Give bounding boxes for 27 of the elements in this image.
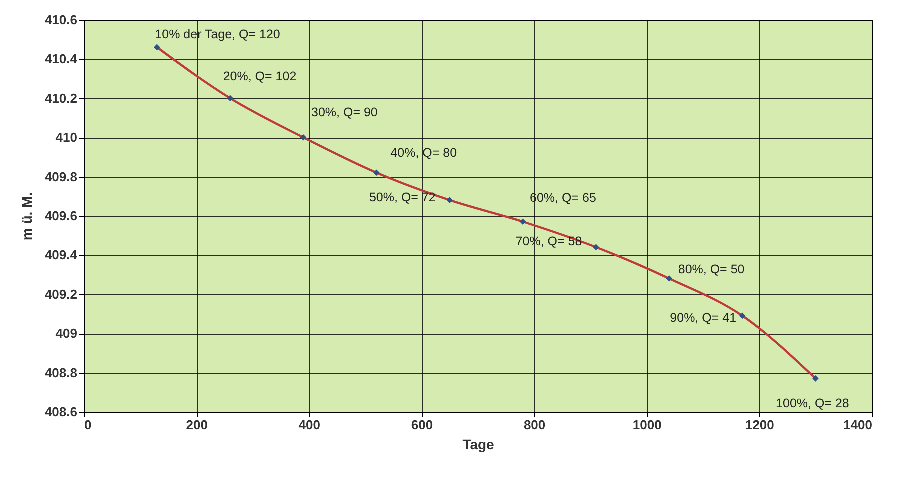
x-tick-label: 200	[186, 418, 208, 432]
x-tick-label: 1400	[844, 418, 872, 432]
y-tick-label: 409.4	[44, 248, 78, 263]
x-axis-title: Tage	[462, 436, 495, 452]
y-tick-label: 409.2	[44, 286, 78, 302]
x-tick-label: 800	[524, 418, 546, 432]
y-tick-label: 408.8	[44, 365, 78, 380]
x-tick-label: 1200	[745, 418, 774, 432]
y-tick-label: 410.6	[44, 12, 78, 28]
annotation: 90%, Q= 41	[670, 310, 737, 325]
y-tick-label: 409.6	[44, 208, 78, 224]
y-tick-label: 409.8	[44, 169, 78, 184]
x-tick-label: 1000	[632, 418, 662, 432]
annotation: 20%, Q= 102	[223, 69, 297, 84]
annotation: 40%, Q= 80	[390, 146, 458, 160]
y-tick-label: 410.4	[44, 52, 78, 67]
y-tick-label: 409	[56, 326, 78, 342]
y-tick-label: 408.6	[44, 404, 78, 420]
annotation: 30%, Q= 90	[312, 106, 378, 120]
annotation: 100%, Q= 28	[776, 396, 850, 411]
x-tick-label: 0	[84, 418, 92, 432]
y-tick-label: 410.2	[44, 90, 78, 106]
x-tick-label: 600	[411, 418, 434, 432]
annotation: 80%, Q= 50	[678, 262, 745, 277]
y-axis-title: m ü. M.	[18, 192, 35, 241]
y-tick-label: 410	[56, 130, 78, 146]
x-tick-label: 400	[298, 418, 320, 432]
